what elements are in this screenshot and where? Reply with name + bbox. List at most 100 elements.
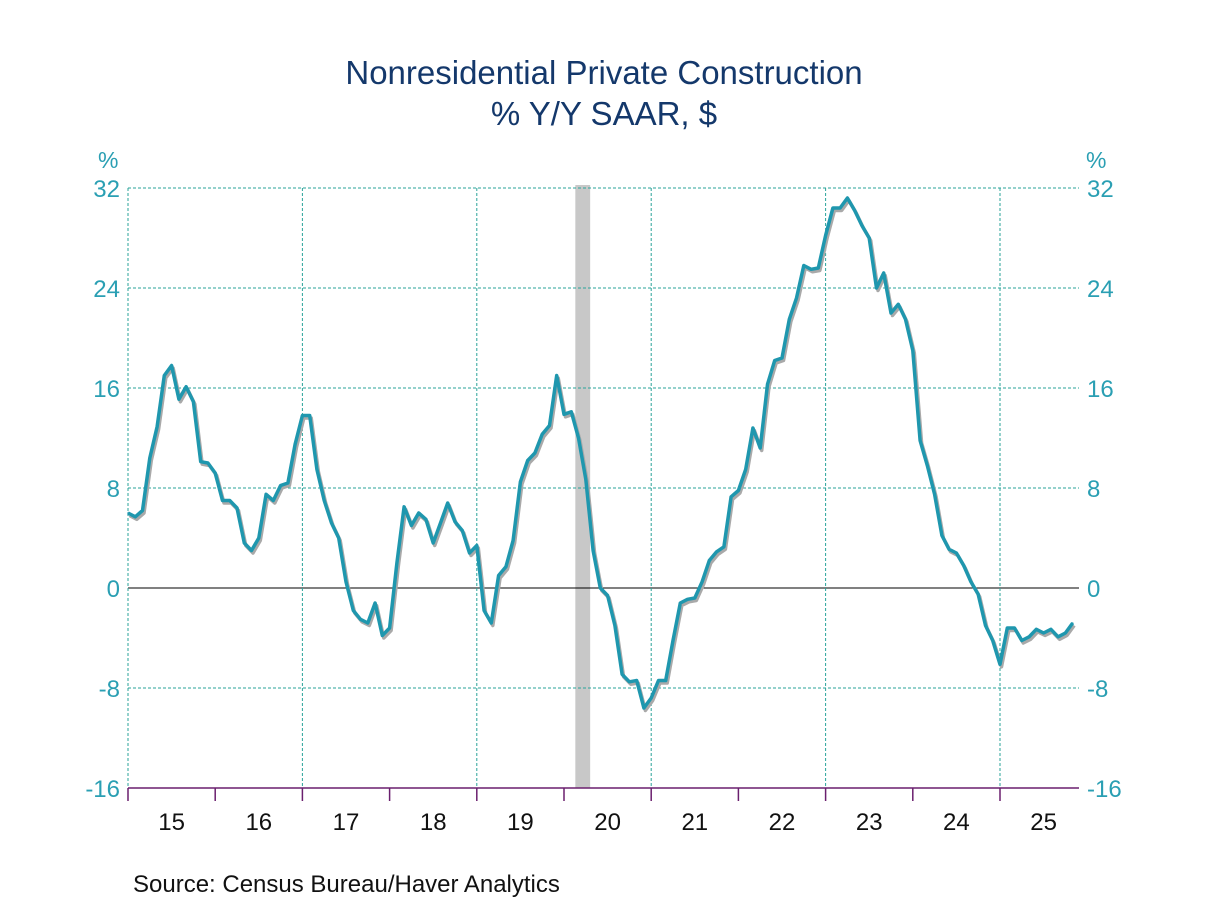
data-point bbox=[592, 549, 594, 552]
x-tick-label: 19 bbox=[507, 809, 534, 836]
data-point bbox=[170, 364, 173, 367]
data-point bbox=[178, 398, 180, 401]
data-point bbox=[650, 697, 652, 699]
data-point bbox=[570, 410, 573, 413]
data-point bbox=[977, 593, 979, 596]
series-layer bbox=[127, 196, 1076, 713]
data-point bbox=[606, 594, 609, 597]
data-point bbox=[367, 622, 369, 624]
y-tick-label-left: 16 bbox=[93, 376, 120, 403]
data-point bbox=[446, 502, 449, 504]
chart-title: Nonresidential Private Construction bbox=[345, 54, 863, 91]
x-tick-label: 15 bbox=[158, 809, 185, 836]
data-point bbox=[723, 545, 725, 548]
data-point bbox=[149, 457, 151, 459]
data-point bbox=[744, 468, 747, 471]
data-point bbox=[991, 639, 994, 642]
data-point bbox=[410, 524, 413, 527]
right-axis-unit-label: % bbox=[1086, 147, 1107, 173]
data-point bbox=[904, 318, 907, 321]
series-line bbox=[127, 196, 1075, 710]
data-point bbox=[955, 552, 958, 554]
data-point bbox=[192, 400, 195, 403]
data-point bbox=[352, 609, 355, 612]
data-point bbox=[970, 580, 972, 583]
data-point bbox=[890, 312, 892, 314]
y-tick-label-right: -16 bbox=[1087, 776, 1122, 803]
data-point bbox=[1064, 632, 1067, 634]
data-point bbox=[701, 580, 703, 583]
data-point bbox=[287, 482, 289, 484]
data-point bbox=[817, 267, 820, 269]
data-point bbox=[301, 414, 304, 417]
data-point bbox=[236, 507, 238, 509]
data-point bbox=[555, 374, 558, 377]
data-point bbox=[577, 437, 580, 439]
y-tick-label-right: 16 bbox=[1087, 376, 1114, 403]
data-point bbox=[156, 425, 158, 428]
data-point bbox=[737, 489, 740, 492]
data-point bbox=[454, 520, 456, 523]
data-point bbox=[984, 624, 987, 627]
data-point bbox=[824, 234, 827, 237]
data-point bbox=[846, 197, 849, 199]
data-point bbox=[403, 505, 405, 508]
data-point bbox=[861, 224, 863, 227]
data-point bbox=[672, 639, 674, 642]
data-point bbox=[926, 464, 929, 467]
x-tick-label: 16 bbox=[245, 809, 272, 836]
data-point bbox=[258, 537, 260, 539]
data-point bbox=[417, 512, 420, 514]
tick-label-layer: 32 32 24 24 16 16 8 8 0 0 -8 -8 -16 -16 15 16 17 18 19 20 21… bbox=[85, 176, 1121, 836]
data-point bbox=[127, 512, 129, 514]
data-point bbox=[272, 499, 275, 502]
data-point bbox=[948, 548, 950, 551]
data-point bbox=[505, 565, 507, 568]
axis-layer bbox=[127, 787, 1079, 801]
data-point bbox=[788, 318, 791, 321]
y-tick-label-left: 32 bbox=[93, 176, 120, 203]
y-tick-label-right: 24 bbox=[1087, 276, 1114, 303]
x-tick-label: 21 bbox=[681, 809, 708, 836]
y-tick-label-left: 24 bbox=[93, 276, 120, 303]
data-point bbox=[773, 359, 776, 362]
data-point bbox=[657, 679, 660, 682]
data-point bbox=[766, 383, 769, 386]
data-point bbox=[243, 542, 246, 544]
data-point bbox=[832, 207, 834, 209]
data-point bbox=[614, 624, 616, 627]
data-point bbox=[490, 622, 493, 624]
data-point bbox=[759, 447, 761, 449]
data-point bbox=[868, 237, 870, 239]
y-tick-label-left: 8 bbox=[107, 476, 120, 503]
data-point bbox=[541, 433, 543, 436]
x-tick-label: 23 bbox=[856, 809, 883, 836]
data-point bbox=[1057, 635, 1059, 638]
data-point bbox=[803, 264, 805, 267]
data-point bbox=[679, 602, 682, 604]
data-point bbox=[795, 297, 798, 299]
source-note: Source: Census Bureau/Haver Analytics bbox=[133, 871, 560, 898]
data-point bbox=[708, 559, 711, 562]
grid-layer bbox=[127, 187, 1079, 788]
data-point bbox=[134, 515, 137, 518]
data-point bbox=[621, 673, 623, 676]
data-point bbox=[432, 542, 435, 544]
data-point bbox=[388, 627, 391, 629]
data-point bbox=[425, 518, 427, 521]
data-point bbox=[381, 634, 384, 637]
x-tick-label: 20 bbox=[594, 809, 621, 836]
data-point bbox=[912, 349, 914, 352]
data-point bbox=[308, 414, 311, 417]
data-point bbox=[563, 413, 565, 416]
recession-shading-layer bbox=[575, 185, 591, 788]
data-point bbox=[1035, 628, 1038, 631]
data-point bbox=[316, 468, 318, 471]
data-point bbox=[228, 499, 231, 502]
data-point bbox=[468, 552, 471, 554]
data-point bbox=[643, 707, 645, 709]
data-point bbox=[635, 679, 638, 682]
data-point bbox=[839, 207, 841, 209]
y-tick-label-left: -8 bbox=[99, 676, 120, 703]
